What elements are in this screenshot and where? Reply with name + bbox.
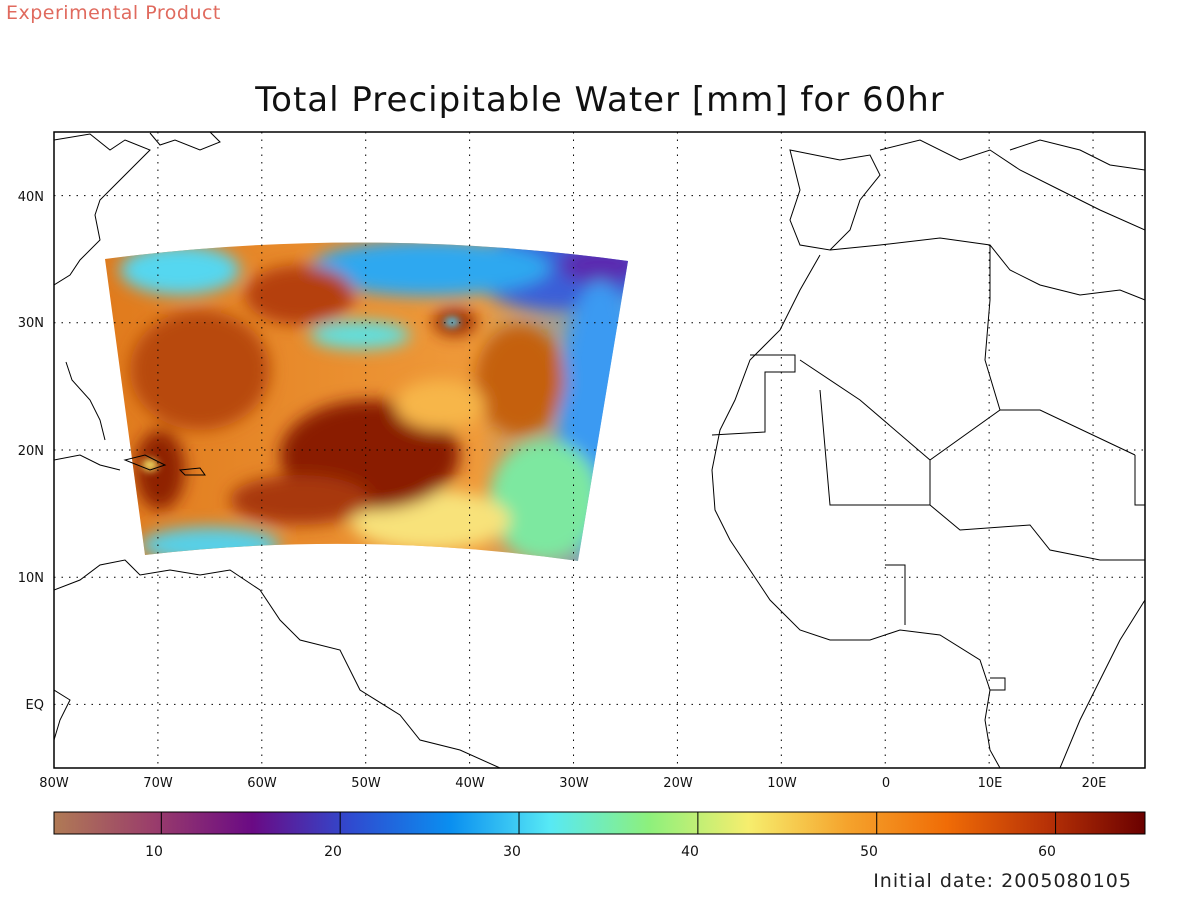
colorbar-tick-marks xyxy=(160,812,1057,834)
colorbar-label-30: 30 xyxy=(503,844,521,860)
experimental-product-label: Experimental Product xyxy=(6,2,221,24)
colorbar-label-10: 10 xyxy=(145,844,163,860)
lon-label-60w: 60W xyxy=(247,776,277,791)
lat-label-10n: 10N xyxy=(17,571,44,586)
colorbar-label-60: 60 xyxy=(1038,844,1056,860)
initial-date-label: Initial date: 2005080105 xyxy=(873,870,1132,892)
lon-label-80w: 80W xyxy=(39,776,69,791)
lon-label-50w: 50W xyxy=(351,776,381,791)
lat-label-40n: 40N xyxy=(17,190,44,205)
lon-label-70w: 70W xyxy=(143,776,173,791)
lon-label-0: 0 xyxy=(881,776,891,791)
colorbar-label-40: 40 xyxy=(681,844,699,860)
colorbar-label-20: 20 xyxy=(324,844,342,860)
colorbar-label-50: 50 xyxy=(860,844,878,860)
colorbar xyxy=(53,811,1146,835)
lat-label-30n: 30N xyxy=(17,316,44,331)
lon-label-20e: 20E xyxy=(1081,776,1107,791)
lon-label-10w: 10W xyxy=(767,776,797,791)
map-title: Total Precipitable Water [mm] for 60hr xyxy=(255,80,945,120)
lon-label-30w: 30W xyxy=(559,776,589,791)
lon-label-10e: 10E xyxy=(977,776,1003,791)
coastlines xyxy=(54,132,1145,768)
lon-label-20w: 20W xyxy=(663,776,693,791)
lat-label-eq: EQ xyxy=(25,698,44,713)
lon-label-40w: 40W xyxy=(455,776,485,791)
tpw-field xyxy=(105,242,628,561)
lat-label-20n: 20N xyxy=(17,444,44,459)
graticule xyxy=(54,132,1145,768)
